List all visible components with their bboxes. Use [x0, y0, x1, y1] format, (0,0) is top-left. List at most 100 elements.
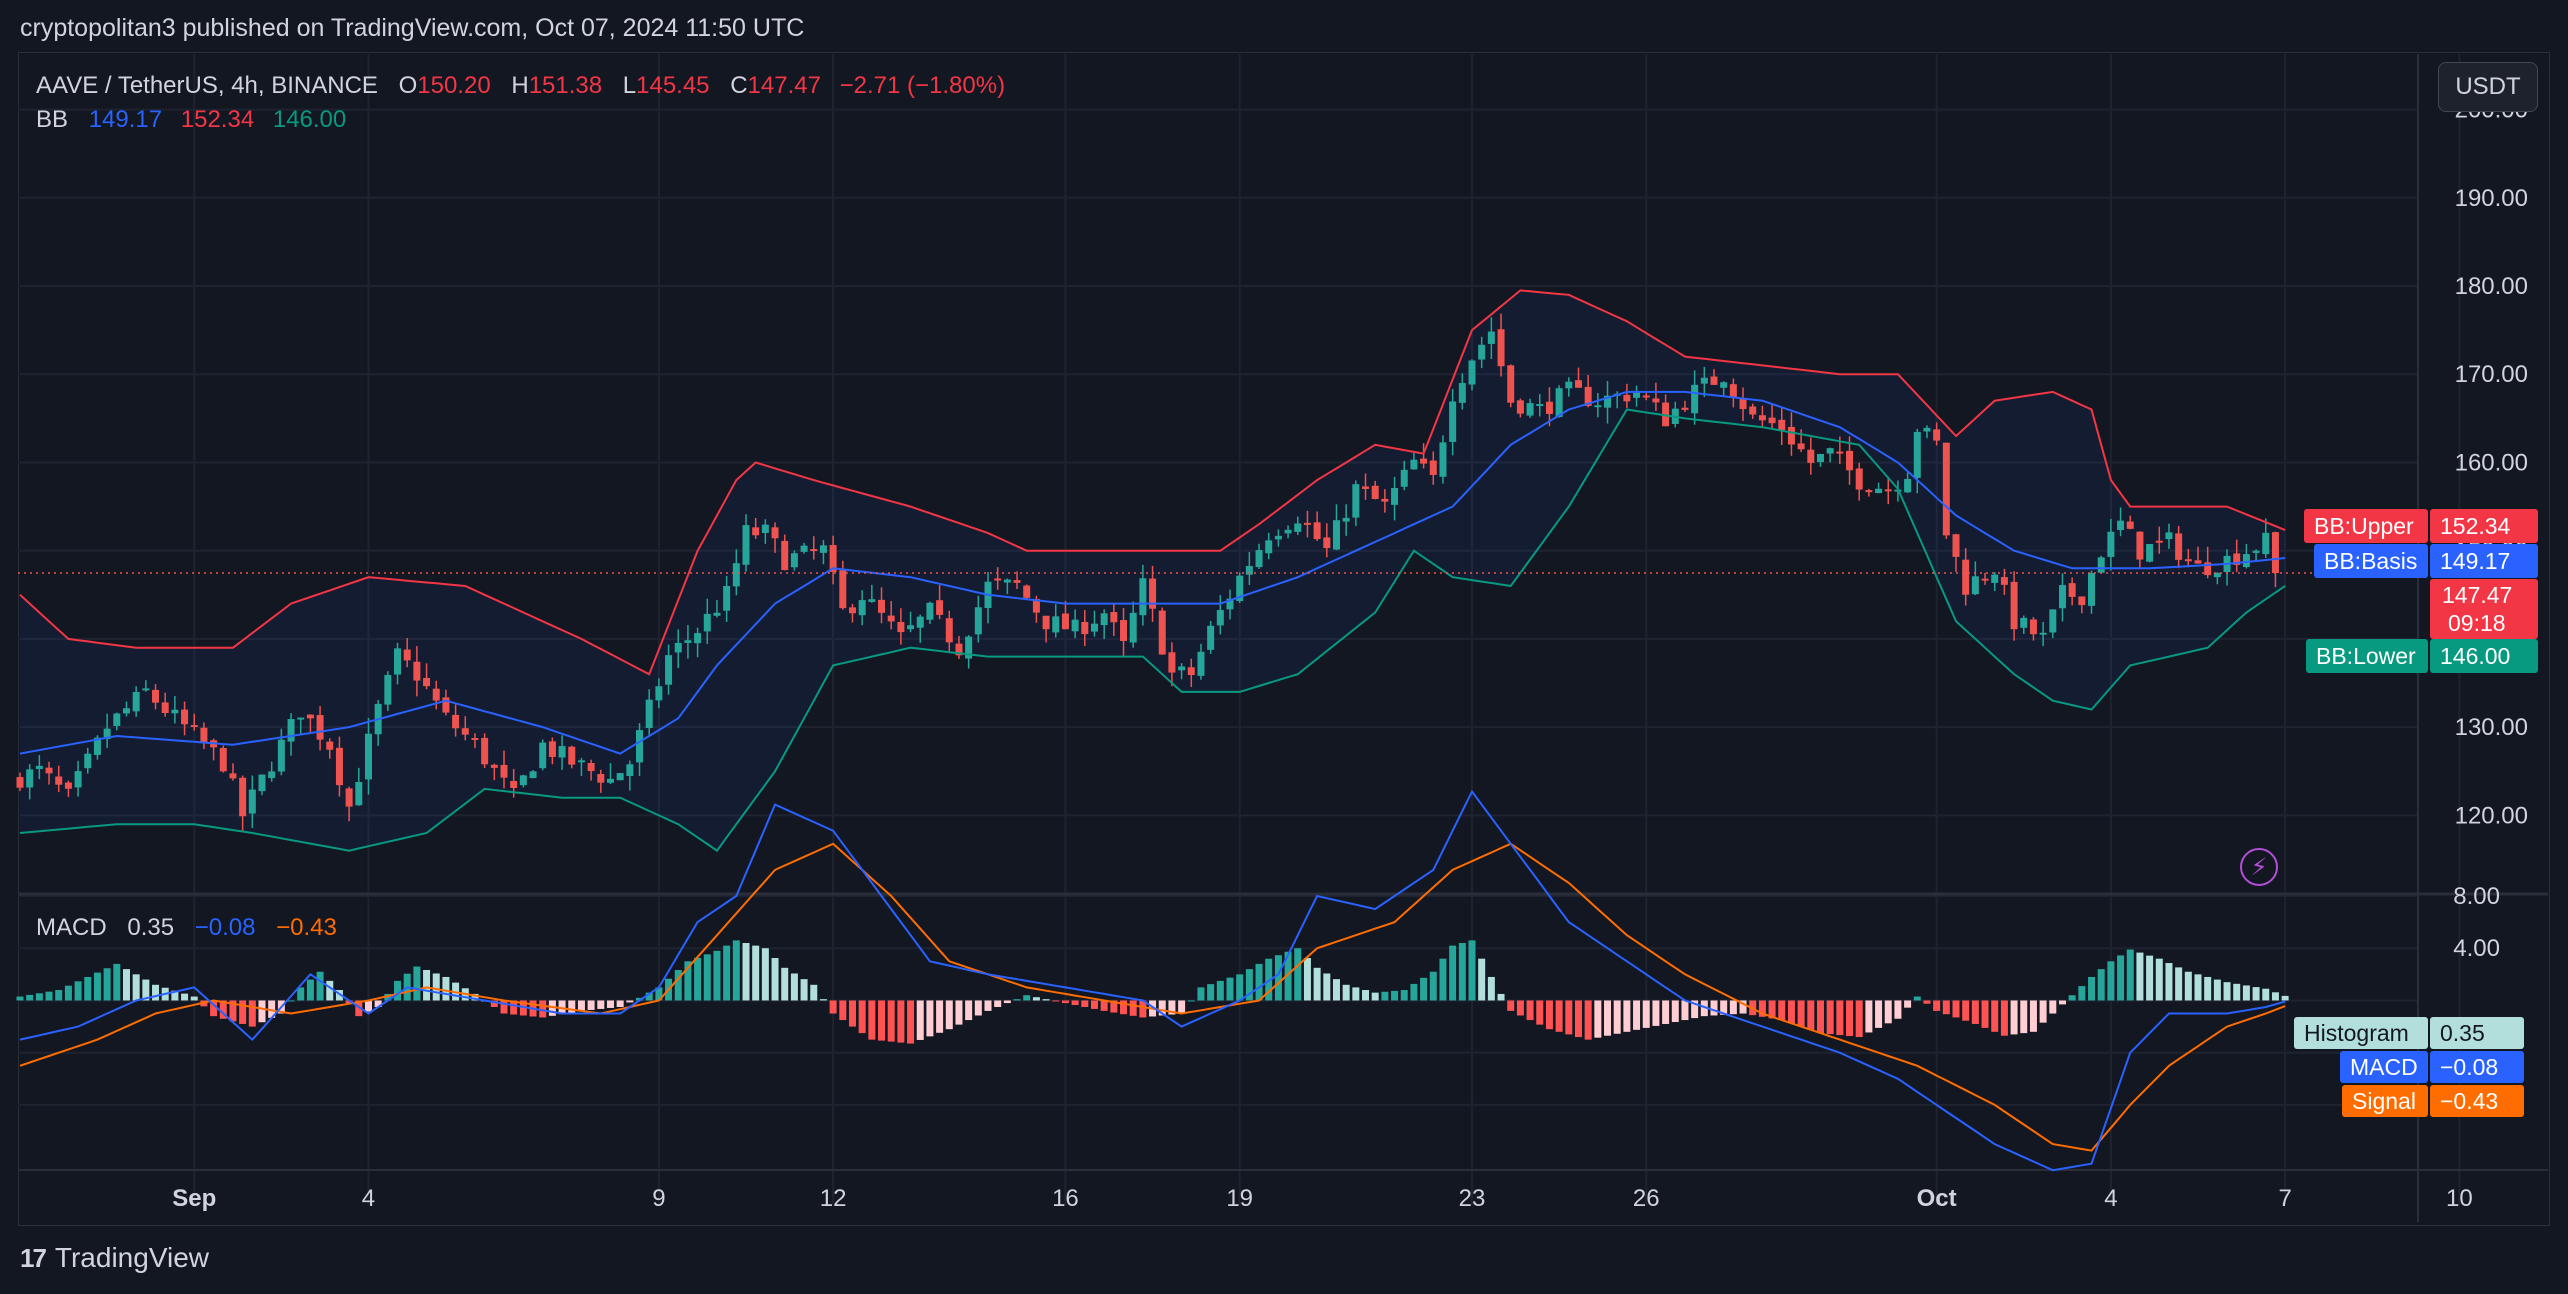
candle-body [2088, 572, 2096, 606]
candle-body [1633, 392, 1641, 398]
histogram-bar [1555, 1000, 1563, 1032]
candle-body [1913, 431, 1921, 478]
candle-body [878, 599, 886, 613]
candle-body [1323, 537, 1331, 549]
candlesticks [16, 313, 2279, 831]
candle-body [810, 549, 818, 552]
high-label: H [511, 72, 529, 99]
candle-body [326, 741, 334, 750]
histogram-bar [868, 1000, 876, 1040]
time-tick-label: 23 [1459, 1185, 1486, 1212]
histogram-bar [655, 987, 663, 1001]
time-tick-label: 16 [1052, 1185, 1079, 1212]
candle-body [548, 741, 556, 757]
histogram-bar [1207, 984, 1215, 1001]
candle-body [1875, 488, 1883, 494]
histogram-bar [2155, 958, 2163, 1001]
footer-brand[interactable]: TradingView [54, 1242, 210, 1273]
time-tick-label: 7 [2278, 1185, 2291, 1212]
candle-body [655, 686, 663, 701]
histogram-bar [1052, 1000, 1060, 1002]
candle-body [1720, 382, 1728, 388]
candle-body [1274, 535, 1282, 540]
histogram-bar [2194, 974, 2202, 1001]
histogram-bar [897, 1000, 905, 1043]
histogram-bar [800, 979, 808, 1001]
histogram-bar [752, 945, 760, 1001]
candle-body [1207, 625, 1215, 650]
candle-body [1604, 395, 1612, 408]
histogram-bar [500, 1000, 508, 1014]
histogram-bar [1652, 1000, 1660, 1026]
candle-body [403, 649, 411, 661]
price-tick-label: 180.00 [2455, 273, 2528, 300]
histogram-bar [1420, 977, 1428, 1001]
lightning-icon[interactable]: ⚡ [2240, 848, 2278, 886]
histogram-bar [1710, 1000, 1718, 1016]
candle-body [1710, 376, 1718, 385]
candle-body [2271, 532, 2279, 574]
histogram-bar [1362, 990, 1370, 1001]
macd-legend: MACD 0.35 −0.08 −0.43 [36, 914, 341, 942]
histogram-bar [694, 957, 702, 1001]
candle-body [2068, 583, 2076, 597]
macd-tag-value: −0.08 [2430, 1051, 2524, 1083]
candle-body [1855, 468, 1863, 490]
candle-body [1507, 365, 1515, 403]
candle-body [2000, 577, 2008, 585]
time-tick-label: Sep [172, 1185, 216, 1212]
candle-body [1923, 427, 1931, 432]
candle-body [1158, 610, 1166, 655]
candle-body [2175, 533, 2183, 560]
time-tick-label: 26 [1633, 1185, 1660, 1212]
currency-button[interactable]: USDT [2438, 62, 2538, 112]
candle-body [1245, 565, 1253, 575]
candle-body [1642, 395, 1650, 398]
histogram-bar [761, 948, 769, 1001]
high-value: 151.38 [528, 72, 603, 99]
candle-body [674, 642, 682, 653]
bb-lower-tag-label: BB:Lower [2306, 639, 2428, 673]
candle-body [1042, 615, 1050, 630]
candle-body [122, 708, 130, 714]
histogram-bar [297, 987, 305, 1001]
histogram-bar [1391, 990, 1399, 1001]
grid-lines [18, 54, 2548, 1222]
candle-body [1149, 578, 1157, 609]
candle-body [1468, 360, 1476, 385]
candle-body [471, 738, 479, 741]
candle-body [103, 728, 111, 740]
candle-body [1391, 488, 1399, 505]
candle-body [1865, 490, 1873, 493]
candle-body [442, 697, 450, 713]
candle-body [55, 776, 63, 785]
histogram-bar [1768, 1000, 1776, 1019]
candle-body [1487, 331, 1495, 344]
histogram-bar [1797, 1000, 1805, 1027]
candle-body [684, 640, 692, 643]
bb-legend: BB 149.17 152.34 146.00 [36, 106, 350, 134]
histogram-bar [1691, 1000, 1699, 1019]
price-tick-label: 160.00 [2455, 449, 2528, 476]
candle-body [423, 677, 431, 687]
histogram-bar [1904, 1000, 1912, 1008]
histogram-bar [674, 969, 682, 1001]
candle-body [1526, 403, 1534, 416]
histogram-bar [1962, 1000, 1970, 1021]
histogram-bar [1042, 999, 1050, 1001]
histogram-bar [2271, 992, 2279, 1001]
candle-body [345, 788, 353, 807]
candle-body [1439, 442, 1447, 477]
histogram-bar [1836, 1000, 1844, 1036]
candle-body [1129, 612, 1137, 643]
candle-body [113, 713, 121, 726]
histogram-bar [2165, 963, 2173, 1001]
histogram-bar [819, 999, 827, 1001]
candle-body [355, 782, 363, 806]
histogram-bar [1933, 1000, 1941, 1011]
candle-body [306, 714, 314, 719]
histogram-bar [907, 1000, 915, 1044]
histogram-bar [2175, 967, 2183, 1001]
histogram-bar [1545, 1000, 1553, 1030]
